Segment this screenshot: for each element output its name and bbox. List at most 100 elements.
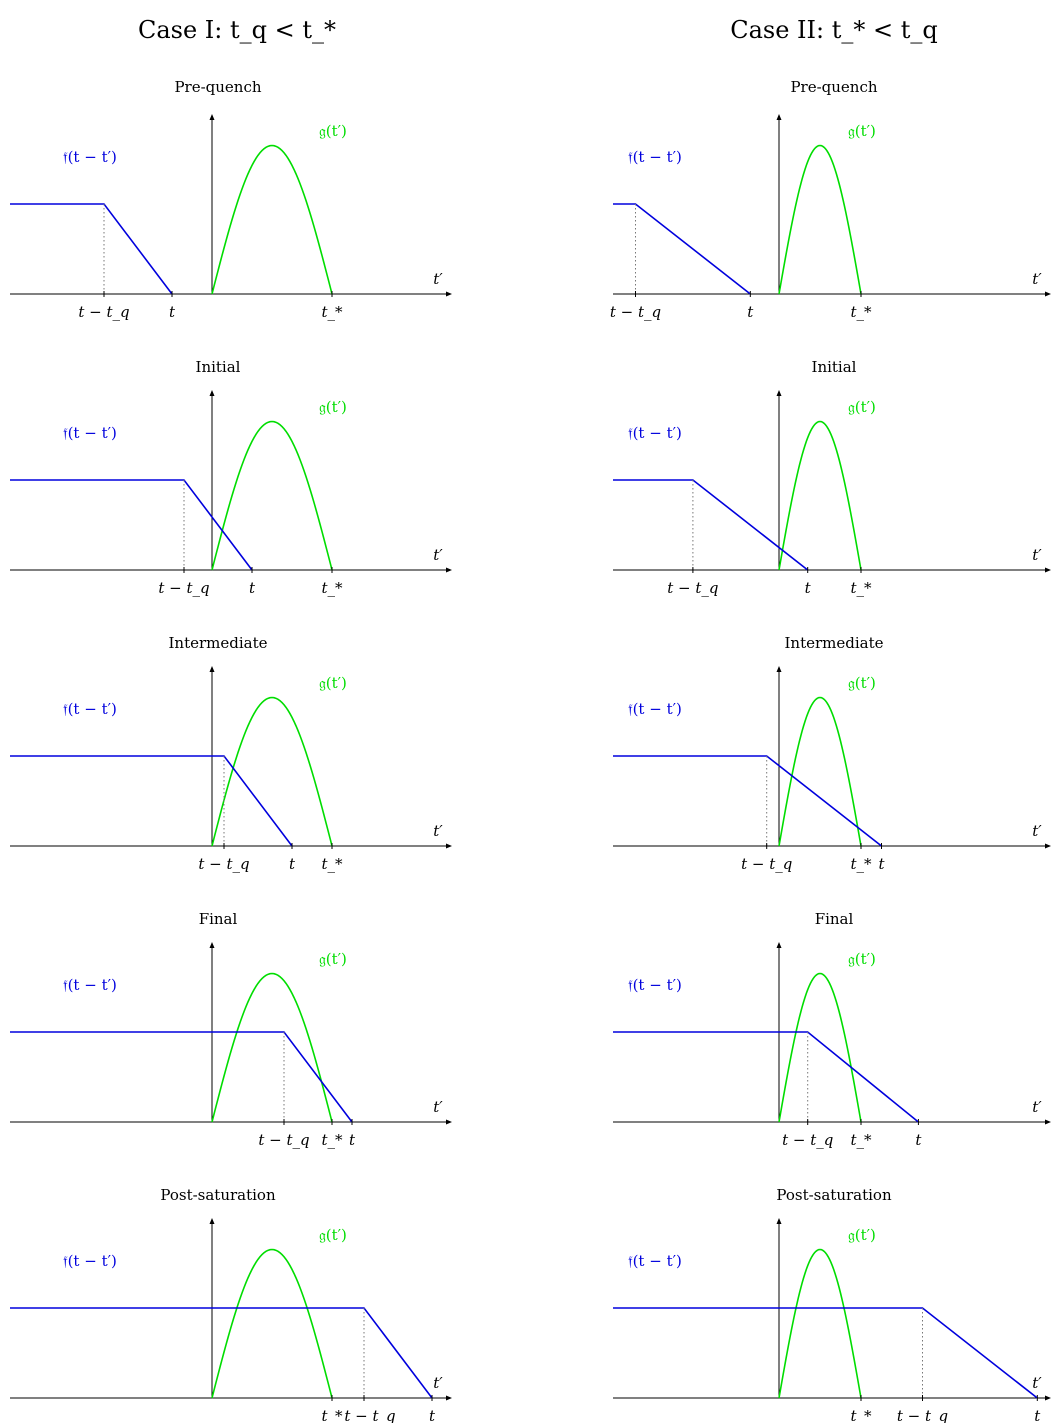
f-curve	[613, 1031, 919, 1123]
x-axis-label: t′	[433, 822, 443, 840]
panel-title: Initial	[812, 358, 857, 376]
f-curve	[10, 203, 173, 295]
tick-label-t_star: t_*	[321, 1407, 343, 1423]
g-curve	[778, 144, 862, 295]
tick-label-t: t	[289, 855, 296, 873]
g-curve	[778, 1248, 862, 1399]
x-axis-label: t′	[1032, 1374, 1042, 1392]
tick-label-t_star: t_*	[321, 303, 343, 321]
y-axis-arrow	[209, 1218, 215, 1224]
x-axis-label: t′	[1032, 270, 1042, 288]
x-axis-arrow	[446, 567, 452, 573]
tick-label-t_minus_tq: t − t_q	[258, 1131, 309, 1149]
tick-label-t_star: t_*	[850, 1131, 872, 1149]
f-curve	[613, 479, 809, 571]
y-axis-arrow	[776, 114, 782, 120]
panel-title: Post-saturation	[776, 1186, 892, 1204]
tick-label-t_minus_tq: t − t_q	[782, 1131, 833, 1149]
y-axis-arrow	[209, 666, 215, 672]
tick-label-t_minus_tq: t − t_q	[667, 579, 718, 597]
g-label: 𝔤(t′)	[319, 950, 347, 968]
f-label: 𝔣(t − t′)	[63, 424, 117, 442]
panel-case2-2: Initial t′ t − t_q t t_* 𝔣(t − t′) 𝔤(t′)	[613, 358, 1051, 597]
x-axis-arrow	[1045, 291, 1051, 297]
g-curve	[211, 420, 333, 571]
g-curve	[778, 420, 862, 571]
f-curve	[10, 1031, 353, 1123]
tick-label-t: t	[747, 303, 754, 321]
panel-case1-4: Final t′ t − t_q t_* t 𝔣(t − t′) 𝔤(t′)	[10, 910, 452, 1149]
x-axis-arrow	[446, 1395, 452, 1401]
y-axis-arrow	[776, 942, 782, 948]
g-curve	[211, 696, 333, 847]
x-axis-arrow	[1045, 1395, 1051, 1401]
panel-case2-3: Intermediate t′ t − t_q t_* t 𝔣(t − t′) 𝔤(t′)	[613, 634, 1051, 873]
panel-title: Intermediate	[784, 634, 883, 652]
x-axis-label: t′	[433, 270, 443, 288]
g-label: 𝔤(t′)	[319, 1226, 347, 1244]
x-axis-label: t′	[433, 1374, 443, 1392]
tick-label-t: t	[349, 1131, 356, 1149]
tick-label-t_star: t_*	[850, 1407, 872, 1423]
y-axis-arrow	[209, 390, 215, 396]
y-axis-arrow	[776, 390, 782, 396]
tick-label-t_minus_tq: t − t_q	[78, 303, 129, 321]
y-axis-arrow	[209, 942, 215, 948]
tick-label-t_minus_tq: t − t_q	[610, 303, 661, 321]
panel-case1-5: Post-saturation t′ t_* t − t_q t 𝔣(t − t′) 𝔤(t…	[10, 1186, 452, 1423]
x-axis-arrow	[1045, 1119, 1051, 1125]
x-axis-arrow	[446, 291, 452, 297]
tick-label-t_star: t_*	[321, 579, 343, 597]
tick-label-t: t	[429, 1407, 436, 1423]
g-label: 𝔤(t′)	[848, 1226, 876, 1244]
f-label: 𝔣(t − t′)	[63, 976, 117, 994]
panel-case1-1: Pre-quench t′ t − t_q t t_* 𝔣(t − t′) 𝔤(t′)	[10, 78, 452, 321]
f-curve	[613, 755, 882, 847]
panel-title: Initial	[196, 358, 241, 376]
tick-label-t_star: t_*	[850, 579, 872, 597]
g-label: 𝔤(t′)	[319, 398, 347, 416]
panel-case2-4: Final t′ t − t_q t_* t 𝔣(t − t′) 𝔤(t′)	[613, 910, 1051, 1149]
panel-title: Post-saturation	[160, 1186, 276, 1204]
f-curve	[613, 1307, 1038, 1399]
panel-title: Pre-quench	[790, 78, 877, 96]
panel-case2-5: Post-saturation t′ t_* t − t_q t 𝔣(t − t′) 𝔤(t…	[613, 1186, 1051, 1423]
panel-title: Final	[815, 910, 854, 928]
f-label: 𝔣(t − t′)	[63, 1252, 117, 1270]
f-label: 𝔣(t − t′)	[63, 148, 117, 166]
f-curve	[613, 203, 751, 295]
tick-label-t: t	[169, 303, 176, 321]
y-axis-arrow	[776, 666, 782, 672]
g-curve	[211, 1248, 333, 1399]
tick-label-t: t	[1034, 1407, 1041, 1423]
tick-label-t_minus_tq: t − t_q	[741, 855, 792, 873]
tick-label-t_star: t_*	[850, 303, 872, 321]
tick-label-t_star: t_*	[321, 1131, 343, 1149]
tick-label-t_minus_tq: t − t_q	[344, 1407, 395, 1423]
f-label: 𝔣(t − t′)	[628, 976, 682, 994]
x-axis-label: t′	[1032, 822, 1042, 840]
g-label: 𝔤(t′)	[848, 398, 876, 416]
x-axis-label: t′	[1032, 546, 1042, 564]
tick-label-t: t	[878, 855, 885, 873]
f-label: 𝔣(t − t′)	[628, 148, 682, 166]
g-label: 𝔤(t′)	[319, 674, 347, 692]
tick-label-t_minus_tq: t − t_q	[897, 1407, 948, 1423]
case-1-title: Case I: t_q < t_*	[138, 16, 336, 44]
f-curve	[10, 755, 293, 847]
x-axis-arrow	[1045, 843, 1051, 849]
panel-case2-1: Pre-quench t′ t − t_q t t_* 𝔣(t − t′) 𝔤(t′)	[610, 78, 1051, 321]
tick-label-t_minus_tq: t − t_q	[198, 855, 249, 873]
x-axis-arrow	[446, 843, 452, 849]
f-curve	[10, 1307, 433, 1399]
tick-label-t_star: t_*	[850, 855, 872, 873]
g-curve	[778, 972, 862, 1123]
panel-title: Intermediate	[168, 634, 267, 652]
y-axis-arrow	[776, 1218, 782, 1224]
tick-label-t: t	[249, 579, 256, 597]
g-curve	[778, 696, 862, 847]
panel-title: Final	[199, 910, 238, 928]
panel-case1-2: Initial t′ t − t_q t t_* 𝔣(t − t′) 𝔤(t′)	[10, 358, 452, 597]
